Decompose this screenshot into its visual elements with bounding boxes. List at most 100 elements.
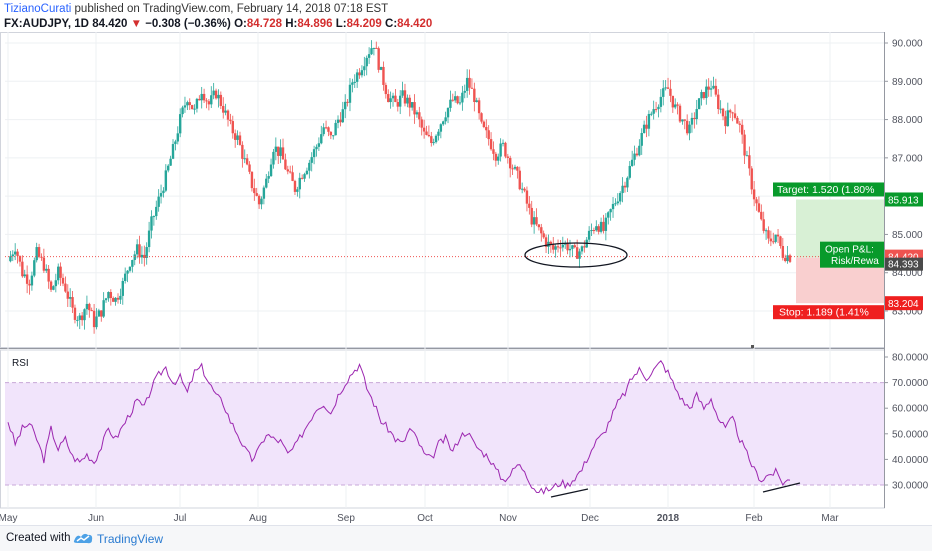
target-label-text: Target: 1.520 (1.80% xyxy=(777,184,874,196)
candle-body xyxy=(607,212,610,218)
candle-body xyxy=(291,172,294,181)
price-tick-label: 85.000 xyxy=(892,230,923,241)
symbol-name[interactable]: FX:AUDJPY, 1D xyxy=(4,18,89,30)
candle-body xyxy=(358,72,361,76)
candle-body xyxy=(37,247,41,257)
candle-body xyxy=(162,190,165,194)
candle-body xyxy=(602,221,605,231)
candle-body xyxy=(657,106,660,110)
candle-body xyxy=(123,273,127,281)
candle-body xyxy=(257,195,261,205)
candle-body xyxy=(786,255,789,262)
candle-body xyxy=(566,242,569,251)
candle-body xyxy=(767,230,770,239)
candle-body xyxy=(731,112,734,114)
candle-body xyxy=(334,122,337,136)
candle-body xyxy=(33,260,36,276)
candle-body xyxy=(465,77,469,91)
candle-body xyxy=(626,177,629,188)
candle-body xyxy=(755,199,758,204)
candle-body xyxy=(167,165,170,171)
rsi-tick-label: 60.0000 xyxy=(892,404,929,415)
candle-body xyxy=(475,100,478,103)
tradingview-logo-icon xyxy=(73,533,93,544)
entry-price-flag: 84.393 xyxy=(885,257,923,271)
candle-body xyxy=(190,105,194,110)
candle-body xyxy=(394,95,397,103)
candle-body xyxy=(47,268,50,282)
target-price-flag-bg xyxy=(885,192,923,207)
stop-label-bg xyxy=(773,305,884,320)
candle-body xyxy=(353,81,356,83)
candle-body xyxy=(351,82,354,85)
price-tick-label: 87.000 xyxy=(892,153,923,164)
candle-body xyxy=(453,96,457,101)
candle-body xyxy=(590,230,593,232)
candle-body xyxy=(760,211,763,220)
pnl-label-bg xyxy=(820,241,884,268)
candle-body xyxy=(403,90,407,104)
candle-body xyxy=(451,99,455,101)
candle-body xyxy=(272,151,275,165)
candle-body xyxy=(530,207,533,225)
candle-body xyxy=(315,146,318,150)
candle-body xyxy=(45,268,48,271)
candle-body xyxy=(231,121,234,134)
candle-body xyxy=(42,257,46,271)
candle-body xyxy=(599,221,603,232)
candle-body xyxy=(740,124,744,135)
candle-body xyxy=(595,226,598,231)
candle-body xyxy=(363,66,366,71)
candle-body xyxy=(169,158,172,166)
candle-body xyxy=(695,109,698,120)
candle-body xyxy=(322,127,325,135)
candle-body xyxy=(40,256,43,258)
candle-body xyxy=(83,309,86,321)
candle-body xyxy=(666,87,670,89)
candle-body xyxy=(11,254,14,257)
candle-body xyxy=(207,101,211,105)
rsi-tick-label: 50.0000 xyxy=(892,429,929,440)
candle-body xyxy=(109,292,113,299)
candle-body xyxy=(578,251,581,259)
candle-body xyxy=(202,93,206,101)
pnl-label-line-2: Risk/Rewa xyxy=(831,256,879,267)
candle-body xyxy=(329,131,333,136)
candle-body xyxy=(418,112,421,120)
candle-body xyxy=(379,66,383,70)
low-value: 84.209 xyxy=(346,18,382,30)
candle-body xyxy=(233,133,237,140)
candle-body xyxy=(779,236,782,246)
candle-body xyxy=(738,123,741,125)
candle-body xyxy=(719,108,722,110)
candle-body xyxy=(174,141,177,145)
candle-body xyxy=(68,297,72,299)
target-price-flag-text: 85.913 xyxy=(888,195,919,206)
candle-body xyxy=(638,145,641,156)
candle-body xyxy=(355,72,359,82)
candle-body xyxy=(494,153,498,161)
candle-body xyxy=(621,185,624,194)
candle-body xyxy=(659,96,663,107)
candle-body xyxy=(90,310,93,312)
candle-body xyxy=(135,244,139,255)
candle-body xyxy=(159,193,163,197)
tradingview-brand[interactable]: TradingView xyxy=(97,532,164,546)
candle-body xyxy=(303,174,306,179)
candle-body xyxy=(499,143,502,157)
x-tick-label: Oct xyxy=(417,513,433,524)
candle-body xyxy=(71,297,74,308)
candle-body xyxy=(269,164,273,177)
candle-body xyxy=(420,119,423,128)
candle-body xyxy=(88,303,91,311)
candle-body xyxy=(676,104,679,106)
candle-body xyxy=(250,171,254,189)
candle-body xyxy=(248,164,251,172)
candle-body xyxy=(501,142,505,144)
candle-body xyxy=(126,270,129,274)
author-link[interactable]: TizianoCurati xyxy=(4,3,72,15)
candle-body xyxy=(164,170,168,191)
candle-body xyxy=(408,97,411,108)
candle-body xyxy=(485,127,488,131)
rsi-tick-label: 30.0000 xyxy=(892,481,929,492)
